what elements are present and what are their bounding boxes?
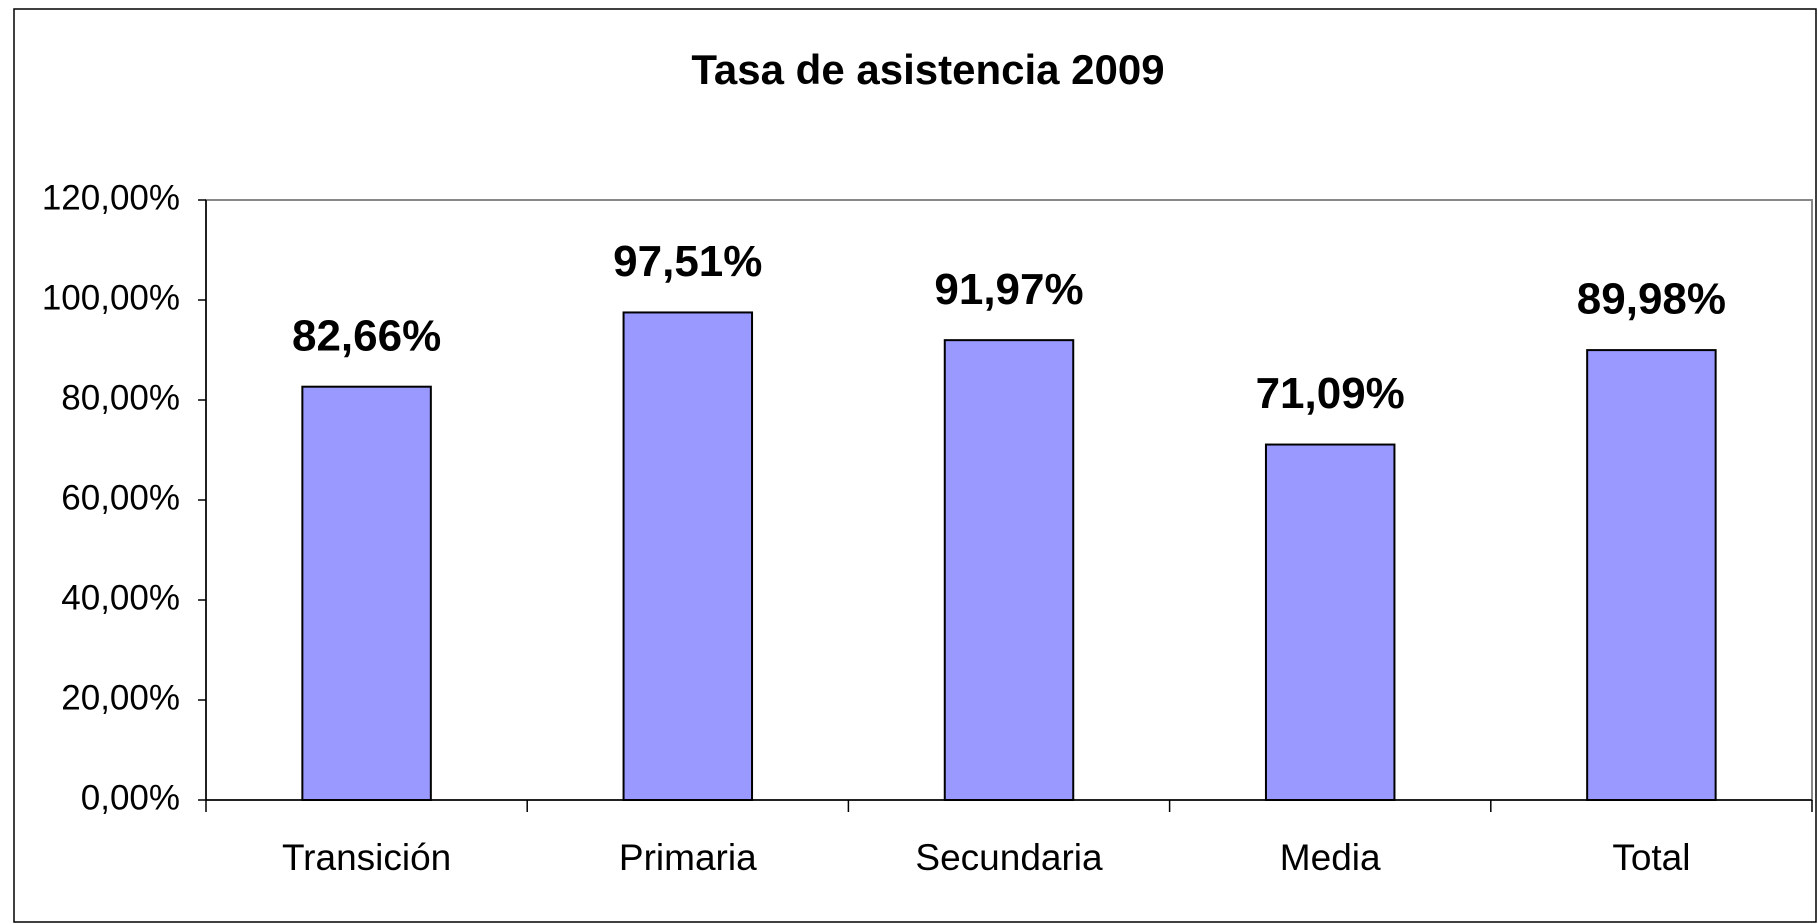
x-tick-label: Media [1280, 837, 1381, 878]
y-tick-label: 100,00% [42, 278, 180, 317]
data-label: 97,51% [613, 237, 762, 286]
chart-border [13, 8, 1817, 923]
bar [1586, 349, 1717, 801]
x-tick-label: Primaria [619, 837, 757, 878]
y-tick-label: 120,00% [42, 178, 180, 217]
y-tick-label: 0,00% [81, 778, 180, 817]
x-tick-label: Secundaria [915, 837, 1103, 878]
bar [301, 385, 432, 801]
data-label: 89,98% [1577, 275, 1726, 324]
y-tick-label: 20,00% [61, 678, 180, 717]
bar [622, 311, 754, 801]
bar [1264, 443, 1396, 801]
x-tick-label: Transición [282, 837, 451, 878]
data-label: 91,97% [934, 265, 1083, 314]
bar [943, 339, 1075, 801]
x-tick-label: Total [1612, 837, 1690, 878]
y-tick-label: 40,00% [61, 578, 180, 617]
data-label: 82,66% [292, 311, 441, 360]
chart-title: Tasa de asistencia 2009 [691, 46, 1164, 93]
y-tick-label: 80,00% [61, 378, 180, 417]
y-tick-label: 60,00% [61, 478, 180, 517]
data-label: 71,09% [1256, 369, 1405, 418]
